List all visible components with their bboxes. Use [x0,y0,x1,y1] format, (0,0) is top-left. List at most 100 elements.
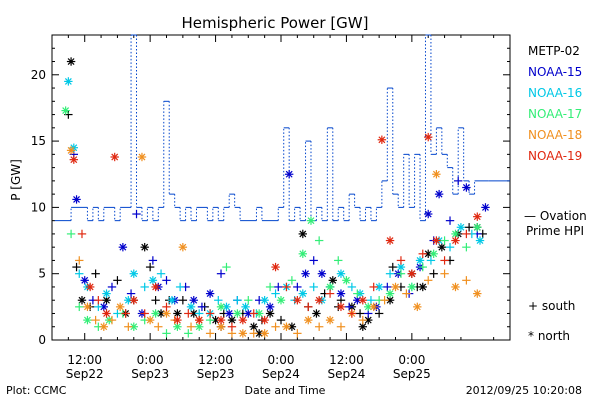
y-axis-label: P [GW] [9,159,23,201]
marker-stroke [293,296,301,304]
data-point-north [301,269,310,278]
data-point-south [347,309,357,318]
data-point-south [214,296,223,305]
marker-stroke [378,136,386,144]
y-tick-label: 10 [31,200,46,214]
data-point-north [241,302,250,312]
marker-stroke [141,243,149,251]
marker-stroke [329,276,337,284]
data-point-north [110,152,119,162]
marker-stroke [304,316,312,324]
x-tick-label-date: Sep25 [393,367,431,381]
data-point-north [115,302,125,312]
marker-stroke [217,323,225,331]
series-noaa-18 [66,146,482,338]
legend-metp-02: METP-02 [528,44,580,58]
marker-stroke [130,270,138,278]
marker-stroke [408,283,416,291]
ovation-label-line1: — Ovation [524,209,587,223]
marker-stroke [386,237,394,244]
data-point-south [121,309,130,318]
data-point-north [102,289,111,298]
data-point-south [293,282,302,292]
data-point-south [274,282,283,292]
footer-timestamp: 2012/09/25 10:20:08 [466,384,582,397]
plot-area: 0510152012:00Sep220:00Sep2312:00Sep230:0… [31,34,511,381]
data-point-north [293,296,302,305]
data-point-north [148,276,158,285]
marker-stroke [116,303,124,311]
marker-stroke [266,310,274,317]
marker-stroke [111,153,119,161]
data-point-north [282,322,291,331]
marker-stroke [103,310,110,317]
marker-stroke [138,153,146,161]
x-tick-label-time: 12:00 [329,353,364,367]
data-point-north [173,309,182,318]
marker-stroke [370,303,378,311]
plot-frame [51,34,511,341]
marker-stroke [413,303,421,311]
data-point-north [195,315,204,325]
data-point-south [353,289,362,298]
data-point-south [429,269,438,278]
marker-stroke [242,303,250,311]
marker-stroke [212,316,220,324]
data-point-north [102,309,111,318]
data-point-north [391,282,400,292]
data-point-north [317,269,327,278]
data-point-north [66,57,76,66]
data-point-south [355,309,365,318]
marker-stroke [272,263,279,271]
marker-stroke [315,296,323,304]
marker-stroke [173,323,181,331]
marker-stroke [473,290,481,298]
marker-stroke [78,296,86,304]
marker-stroke [157,310,165,317]
marker-stroke [457,223,465,231]
data-point-south [396,256,406,265]
data-point-north [205,289,215,298]
data-point-south [385,269,395,278]
data-point-north [260,329,269,338]
marker-stroke [83,303,91,311]
data-point-north [437,242,447,252]
data-point-north [61,106,70,115]
data-point-north [64,77,73,86]
data-point-north [173,315,182,325]
data-point-south [72,262,81,272]
marker-stroke [452,283,459,291]
data-point-south [124,322,133,331]
marker-stroke [239,329,247,337]
data-point-north [129,322,138,331]
data-point-south [383,282,392,292]
data-point-north [233,309,242,318]
data-point-north [314,296,324,305]
data-point-north [304,315,313,325]
data-point-north [83,302,92,312]
marker-stroke [130,296,138,304]
marker-stroke [146,316,154,324]
data-point-south [107,282,117,292]
data-point-north [129,269,138,278]
marker-stroke [103,290,110,298]
marker-stroke [100,323,108,331]
x-tick-label-time: 12:00 [67,353,102,367]
marker-stroke [70,156,78,164]
data-point-north [432,236,441,245]
marker-stroke [326,316,334,324]
data-point-north [312,309,321,318]
data-point-north [77,296,87,305]
marker-stroke [312,310,320,317]
data-point-south [314,236,324,245]
data-point-south [396,269,406,278]
marker-stroke [244,310,252,317]
marker-stroke [130,323,138,331]
marker-stroke [408,270,416,278]
data-point-south [309,256,318,265]
marker-stroke [386,290,394,298]
marker-stroke [283,323,290,331]
data-point-north [336,289,346,298]
data-point-south [91,269,100,278]
data-point-north [481,203,490,212]
